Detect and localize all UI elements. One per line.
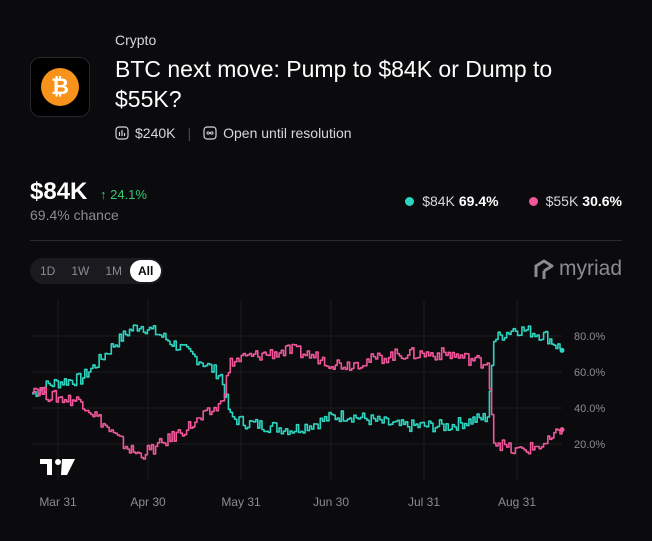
leading-outcome-price: $84K xyxy=(30,178,88,205)
series-line-55k xyxy=(32,343,563,460)
chart-legend: $84K 69.4% $55K 30.6% xyxy=(405,193,622,209)
brand-name: myriad xyxy=(558,257,622,280)
legend-item-55k[interactable]: $55K 30.6% xyxy=(528,193,622,209)
tradingview-logo-icon[interactable] xyxy=(40,458,76,476)
x-tick-label: Aug 31 xyxy=(498,495,536,509)
y-tick-label: 20.0% xyxy=(574,439,605,451)
market-volume: $240K xyxy=(135,125,176,141)
legend-dot xyxy=(405,196,415,206)
legend-value: 69.4% xyxy=(458,193,499,209)
x-tick-label: Mar 31 xyxy=(39,495,77,509)
myriad-logo-icon xyxy=(534,259,554,279)
tab-1w[interactable]: 1W xyxy=(71,264,90,278)
section-divider xyxy=(30,240,622,241)
y-tick-label: 40.0% xyxy=(574,403,605,415)
market-title: BTC next move: Pump to $84K or Dump to $… xyxy=(115,56,553,112)
x-tick-label: Jul 31 xyxy=(408,495,440,509)
tab-1m[interactable]: 1M xyxy=(105,264,123,278)
legend-value: 30.6% xyxy=(582,193,622,209)
market-logo: ₿ xyxy=(30,57,90,117)
legend-label: $84K xyxy=(422,193,455,209)
y-tick-label: 80.0% xyxy=(574,331,605,343)
legend-label: $55K xyxy=(545,193,579,209)
price-summary: $84K ↑ 24.1% 69.4% chance $84K 69.4% $55… xyxy=(30,178,622,228)
legend-dot xyxy=(528,196,538,206)
tab-all[interactable]: All xyxy=(130,260,162,282)
myriad-brand: myriad xyxy=(533,257,622,281)
x-tick-label: Jun 30 xyxy=(313,495,349,509)
tab-1d[interactable]: 1D xyxy=(40,264,56,278)
probability-chart[interactable]: Mar 31 Apr 30 May 31 Jun 30 Jul 31 Aug 31 80.0… xyxy=(0,290,652,525)
infinity-icon xyxy=(203,126,217,140)
x-tick-label: Apr 30 xyxy=(130,495,166,509)
legend-item-84k[interactable]: $84K 69.4% xyxy=(405,193,499,209)
series-line-84k xyxy=(32,324,563,436)
series-end-point xyxy=(559,427,565,433)
market-status: Open until resolution xyxy=(223,125,352,141)
outcome-chance: 69.4% chance xyxy=(30,207,119,223)
x-tick-label: May 31 xyxy=(221,495,261,509)
bitcoin-logo-icon: ₿ xyxy=(41,68,79,106)
market-meta: $240K | Open until resolution xyxy=(115,125,352,141)
series-end-point xyxy=(559,347,565,353)
market-category[interactable]: Crypto xyxy=(115,32,157,48)
price-change: ↑ 24.1% xyxy=(100,187,147,202)
y-tick-label: 60.0% xyxy=(574,367,605,379)
bar-chart-icon xyxy=(115,126,129,140)
meta-separator: | xyxy=(187,125,192,141)
market-header: ₿ Crypto BTC next move: Pump to $84K or … xyxy=(30,30,632,145)
time-range-selector: 1D 1W 1M All xyxy=(30,258,164,284)
